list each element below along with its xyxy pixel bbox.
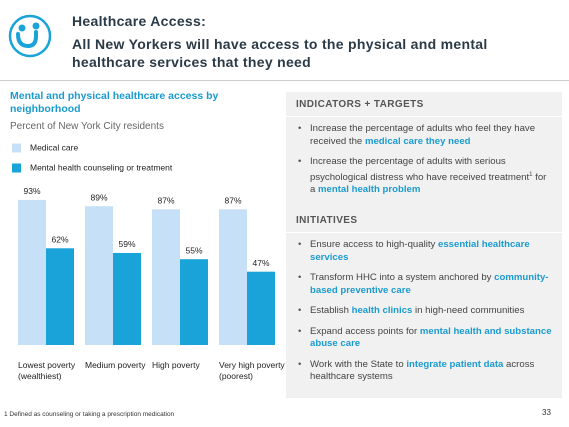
footnote: 1 Defined as counseling or taking a pres… [4,411,175,418]
value-label: 47% [252,258,269,268]
bullet: Increase the percentage of adults with s… [298,156,552,197]
bar [152,209,180,345]
chart-subtitle: Percent of New York City residents [10,121,164,132]
value-label: 55% [185,245,202,255]
highlight: community-based preventive care [310,272,549,296]
bullet-list: Ensure access to high-quality essential … [286,233,562,398]
text: Transform HHC into a system anchored by [310,272,495,283]
bar [247,271,275,345]
panel-heading: INITIATIVES [286,208,562,233]
panel: INDICATORS + TARGETS Increase the percent… [286,92,562,211]
highlight: integrate patient data [406,358,504,370]
bullet: Increase the percentage of adults who fe… [298,123,552,148]
text: across healthcare systems [310,358,535,383]
bar [113,252,141,345]
highlight: mental health and substance abuse care [310,325,552,350]
value-label: 87% [224,196,241,206]
text: 1 [529,171,533,178]
divider [0,80,569,81]
bullet: Transform HHC into a system anchored by … [298,272,552,297]
highlight: health clinics [351,305,413,316]
text: Increase the percentage of adults with s… [310,156,530,183]
page-number: 33 [542,408,551,417]
panel-heading: INDICATORS + TARGETS [286,92,562,117]
bullet: Work with the State to integrate patient… [298,358,552,384]
bullet-list: Increase the percentage of adults who fe… [286,117,562,211]
x-tick-label: Very high poverty (poorest) [219,360,285,381]
text: Ensure access to high-quality [310,239,438,250]
text: for a [310,171,547,196]
chart: Medical care Mental health counseling or … [12,142,275,345]
bar [85,206,113,345]
text: Establish [310,305,352,316]
text: Work with the State to [310,358,407,370]
bar [18,199,46,345]
bar [180,259,208,345]
panel: INITIATIVES Ensure access to high-quality… [286,208,562,398]
bullet: Ensure access to high-quality essential … [298,239,552,264]
value-label: 93% [23,186,40,196]
bar [219,209,247,345]
subtitle: All New Yorkers will have access to the … [72,36,488,70]
text: in high-need communities [412,305,525,316]
logo [8,14,52,58]
x-tick-label: Medium poverty [85,360,146,370]
legend-label: Mental health counseling or treatment [30,162,173,172]
title: Healthcare Access: [72,13,207,29]
value-label: 62% [51,235,68,245]
legend-label: Medical care [30,142,78,152]
value-label: 87% [157,196,174,206]
bar [46,248,74,345]
value-label: 89% [90,192,107,202]
legend-swatch [12,163,21,173]
bullet: Expand access points for mental health a… [298,325,552,351]
value-label: 59% [118,239,135,249]
text: Expand access points for [310,325,420,337]
x-tick-label: High poverty [152,360,200,370]
highlight: essential healthcare services [310,239,530,263]
highlight: medical care they need [364,135,471,147]
x-tick-label: Lowest poverty (wealthiest) [18,360,76,381]
highlight: mental health problem [318,184,421,196]
text: Increase the percentage of adults who fe… [310,123,536,147]
bullet: Establish health clinics in high-need co… [298,305,552,318]
chart-title: Mental and physical healthcare access by… [10,90,219,115]
legend-swatch [12,143,21,153]
